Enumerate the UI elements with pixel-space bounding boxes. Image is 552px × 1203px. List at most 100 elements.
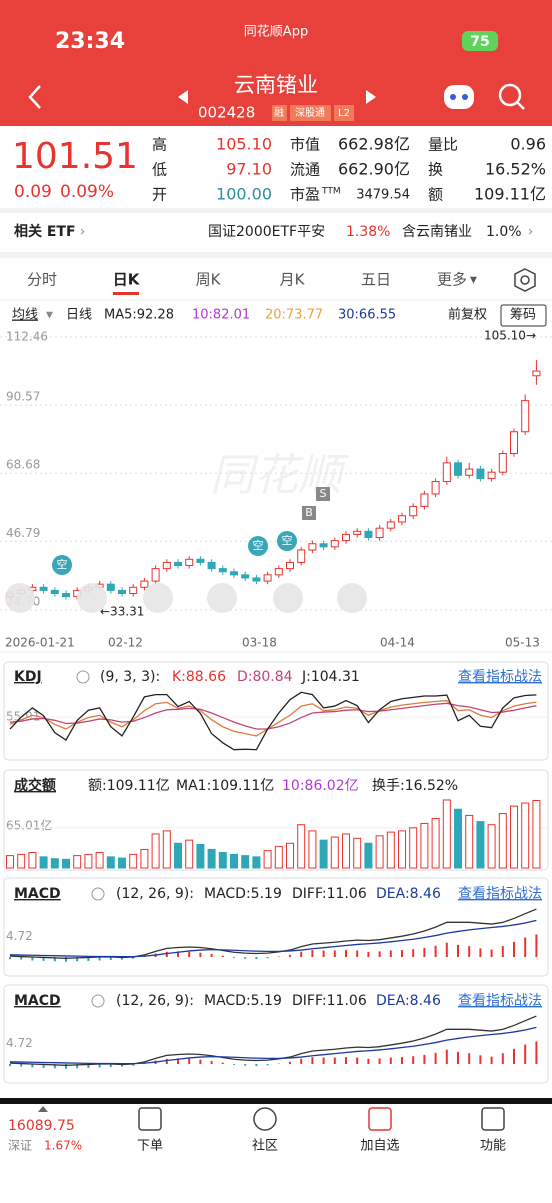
macd-bar xyxy=(199,1060,201,1064)
period-tab[interactable]: 周K xyxy=(196,271,222,289)
volume-bar xyxy=(477,822,484,868)
tab-label[interactable]: 加自选 xyxy=(360,1139,399,1154)
period-tab[interactable]: 分时 xyxy=(27,271,57,289)
tab-icon[interactable] xyxy=(139,1108,161,1130)
macd-bar xyxy=(401,1057,403,1064)
panel-label: DEA:8.46 xyxy=(376,993,441,1009)
ma-selector[interactable]: 均线 xyxy=(12,308,38,323)
panel-label[interactable]: 查看指标战法 xyxy=(458,993,542,1009)
index-pct: 1.67% xyxy=(44,1139,82,1153)
panel-label[interactable]: MACD xyxy=(14,886,61,902)
macd-bar xyxy=(211,954,213,957)
macd-bar xyxy=(401,950,403,957)
volume-bar xyxy=(499,814,506,868)
volume-bar xyxy=(51,859,58,868)
badge-text: 空 xyxy=(253,538,264,552)
stat-label: 市值 xyxy=(290,136,320,154)
panel-label: MACD:5.19 xyxy=(204,993,282,1009)
panel-label: 换手:16.52% xyxy=(372,777,458,794)
panel-label[interactable]: 查看指标战法 xyxy=(458,886,542,902)
dropdown: ▼ xyxy=(470,276,477,286)
stat-label: 额 xyxy=(428,186,443,204)
stock-name: 云南锗业 xyxy=(234,73,318,97)
fullscreen[interactable] xyxy=(337,583,367,613)
next[interactable] xyxy=(273,583,303,613)
tab-label[interactable]: 功能 xyxy=(480,1139,506,1154)
candle-body xyxy=(533,371,540,376)
robot-eye xyxy=(462,94,468,100)
stat-value: 100.00 xyxy=(216,185,272,204)
macd-bar xyxy=(356,1058,358,1065)
volume-bar xyxy=(455,809,462,868)
robot-icon[interactable] xyxy=(444,85,474,109)
macd-bar xyxy=(479,948,481,957)
macd-bar xyxy=(390,1058,392,1065)
zoom-in[interactable] xyxy=(77,583,107,613)
macd-bar xyxy=(491,1057,493,1064)
volume-bar xyxy=(343,834,350,868)
volume-bar xyxy=(219,853,226,868)
tab-label[interactable]: 下单 xyxy=(137,1139,163,1154)
candle-body xyxy=(141,581,148,587)
macd-bar xyxy=(457,1052,459,1064)
candle-body xyxy=(320,544,327,547)
macd-bar xyxy=(468,946,470,957)
separator xyxy=(0,252,552,258)
period-tab[interactable]: 月K xyxy=(280,271,306,289)
period-tab[interactable]: 日K xyxy=(113,271,141,289)
macd-bar xyxy=(479,1055,481,1064)
prev[interactable] xyxy=(207,583,237,613)
volume-bar xyxy=(242,856,249,868)
help-icon[interactable] xyxy=(92,995,104,1007)
volume-bar xyxy=(443,800,450,868)
macd-bar xyxy=(491,950,493,957)
period-tab[interactable]: 五日 xyxy=(361,271,391,289)
etf-label[interactable]: 相关 ETF xyxy=(14,223,76,240)
candle-body xyxy=(253,578,260,581)
status-time: 23:34 xyxy=(55,29,125,54)
panel-label[interactable]: 查看指标战法 xyxy=(458,669,542,685)
scroll-left[interactable] xyxy=(5,583,35,613)
macd-bar xyxy=(379,951,381,957)
panel-label[interactable]: 成交额 xyxy=(14,777,56,794)
macd-bar xyxy=(435,946,437,957)
tab-label[interactable]: 社区 xyxy=(252,1138,278,1154)
panel-label: DIFF:11.06 xyxy=(292,993,367,1009)
stat-label: 开 xyxy=(152,186,167,204)
help-icon[interactable] xyxy=(92,888,104,900)
tab-icon[interactable] xyxy=(482,1108,504,1130)
settings-icon[interactable] xyxy=(515,269,535,291)
etf-name[interactable]: 国证2000ETF平安 xyxy=(208,224,325,240)
tag: 融 xyxy=(274,107,284,119)
macd-bar xyxy=(524,1045,526,1065)
tab-underline xyxy=(113,292,139,295)
zoom-out[interactable] xyxy=(143,583,173,613)
macd-bar xyxy=(311,1057,313,1064)
candle-body xyxy=(499,454,506,473)
macd-bar xyxy=(255,957,257,959)
tab-icon[interactable] xyxy=(254,1108,276,1130)
panel-label[interactable]: MACD xyxy=(14,993,61,1009)
volume-bar xyxy=(197,844,204,868)
x-tick-label: 2026-01-21 xyxy=(5,636,75,650)
max-annotation: 105.10→ xyxy=(484,329,536,343)
tab-icon[interactable] xyxy=(369,1108,391,1130)
adjust-mode[interactable]: 前复权 xyxy=(448,307,487,323)
dropdown: ▼ xyxy=(46,311,53,321)
candle-body xyxy=(275,569,282,575)
macd-bar xyxy=(311,950,313,957)
macd-bar xyxy=(244,957,246,959)
candle-body xyxy=(152,569,159,581)
volume-bar xyxy=(40,857,47,868)
candle-body xyxy=(219,569,226,572)
separator xyxy=(0,208,552,213)
period-tab[interactable]: 更多 xyxy=(437,271,467,289)
help-icon[interactable] xyxy=(77,671,89,683)
candle-body xyxy=(443,463,450,482)
panel-label[interactable]: KDJ xyxy=(14,669,42,685)
volume-bar xyxy=(152,834,159,868)
ma10: 10:82.01 xyxy=(192,308,250,323)
stock-code: 002428 xyxy=(198,104,255,122)
ma5: MA5:92.28 xyxy=(104,308,174,323)
candle-body xyxy=(51,590,58,593)
